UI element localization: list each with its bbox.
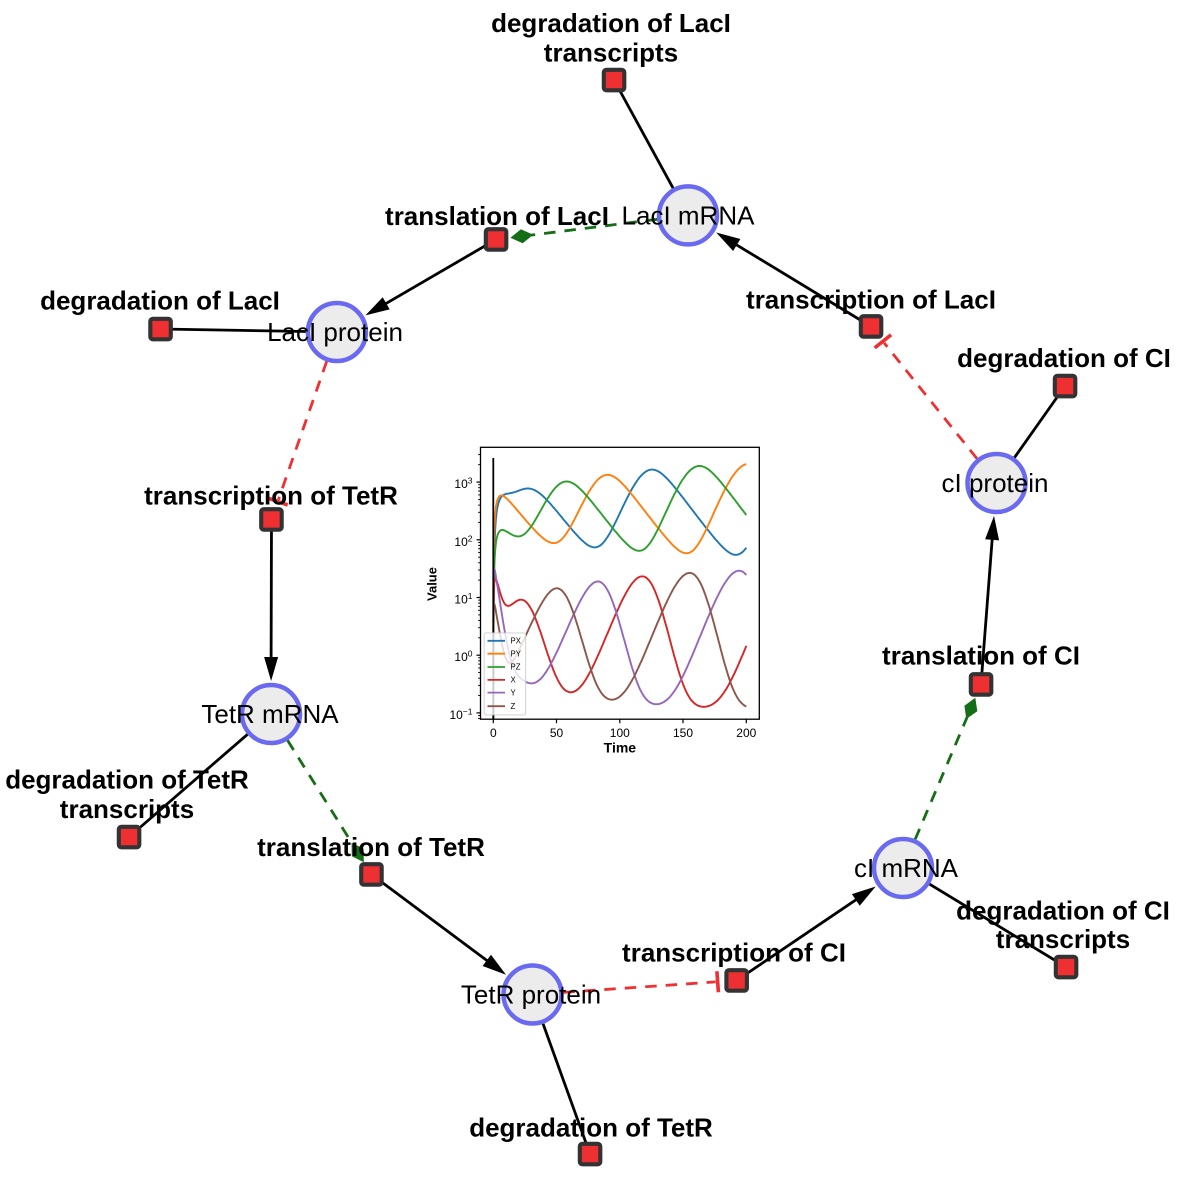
svg-text:degradation of CI: degradation of CI [956,896,1170,926]
svg-text:103: 103 [454,476,472,492]
svg-text:Z: Z [511,702,516,711]
svg-text:PZ: PZ [511,663,521,672]
svg-text:transcripts: transcripts [60,794,194,824]
svg-text:0: 0 [490,726,497,740]
svg-text:transcription of CI: transcription of CI [622,938,846,968]
svg-text:transcripts: transcripts [996,924,1130,954]
svg-text:200: 200 [736,726,756,740]
svg-text:LacI mRNA: LacI mRNA [622,200,756,230]
svg-text:translation of LacI: translation of LacI [385,201,609,231]
svg-text:transcription of TetR: transcription of TetR [144,481,398,511]
svg-text:PX: PX [511,637,522,646]
svg-text:degradation of CI: degradation of CI [957,343,1171,373]
svg-text:101: 101 [454,591,472,607]
svg-text:50: 50 [550,726,564,740]
svg-text:Y: Y [511,688,517,697]
svg-text:PY: PY [511,649,522,658]
svg-text:100: 100 [610,726,630,740]
svg-text:TetR protein: TetR protein [461,980,601,1010]
svg-text:100: 100 [454,649,472,665]
svg-text:cI protein: cI protein [942,468,1049,498]
svg-text:translation of TetR: translation of TetR [257,832,485,862]
svg-text:TetR mRNA: TetR mRNA [201,699,339,729]
svg-text:102: 102 [454,533,472,549]
svg-text:LacI protein: LacI protein [267,317,403,347]
svg-text:Value: Value [425,567,440,601]
svg-text:translation of CI: translation of CI [882,641,1080,671]
svg-text:degradation of LacI: degradation of LacI [491,8,731,38]
svg-text:transcription of LacI: transcription of LacI [746,285,996,315]
svg-text:degradation of LacI: degradation of LacI [40,286,280,316]
svg-text:X: X [511,676,517,685]
svg-text:150: 150 [673,726,693,740]
svg-text:degradation of TetR: degradation of TetR [5,765,249,795]
svg-text:10−1: 10−1 [449,706,472,722]
svg-text:transcripts: transcripts [544,38,678,68]
svg-text:degradation of TetR: degradation of TetR [469,1113,713,1143]
svg-text:cI mRNA: cI mRNA [854,853,959,883]
svg-text:Time: Time [604,740,637,756]
